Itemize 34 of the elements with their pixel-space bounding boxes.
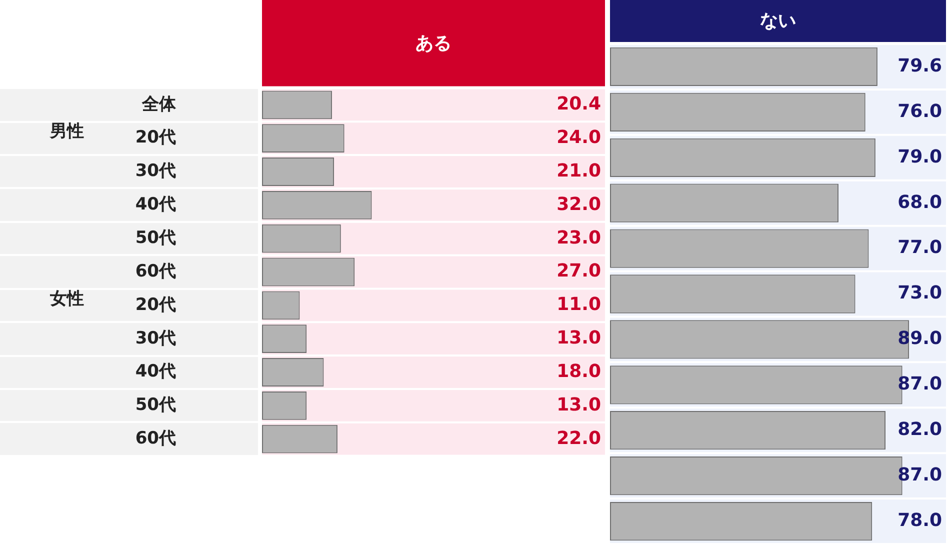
data-label: 13.0 [556, 394, 601, 416]
y-tick-label: 40代 [135, 194, 176, 215]
data-label: 78.0 [898, 510, 942, 531]
data-label: 11.0 [556, 294, 601, 316]
data-label: 79.6 [898, 55, 942, 76]
data-label: 13.0 [556, 328, 601, 349]
data-label: 18.0 [556, 360, 601, 382]
y-tick-label: 30代 [135, 328, 176, 348]
y-tick-label: 60代 [135, 261, 176, 282]
chart-title: ない [760, 10, 796, 32]
data-label: 79.0 [898, 146, 942, 168]
data-label: 82.0 [898, 419, 942, 440]
data-label: 77.0 [898, 237, 942, 258]
y-tick-label: 全体 [141, 94, 177, 114]
text: 男性 [49, 122, 84, 142]
y-tick-label: 40代 [135, 362, 176, 382]
data-label: 32.0 [556, 194, 601, 215]
data-label: 68.0 [898, 192, 942, 213]
y-tick-label: 30代 [135, 161, 176, 182]
data-label: 22.0 [556, 428, 601, 449]
data-label: 73.0 [898, 282, 942, 304]
y-tick-label: 50代 [135, 228, 176, 248]
data-label: 24.0 [556, 127, 601, 148]
chart-title: ある [416, 32, 452, 54]
y-tick-label: 20代 [135, 128, 176, 148]
data-label: 20.4 [556, 94, 601, 115]
y-tick-label: 20代 [135, 294, 176, 315]
data-label: 76.0 [898, 100, 942, 122]
data-label: 27.0 [556, 260, 601, 282]
text: 女性 [49, 288, 84, 309]
y-tick-label: 60代 [135, 428, 176, 449]
data-label: 21.0 [556, 160, 601, 182]
y-tick-label: 50代 [135, 395, 176, 416]
data-label: 23.0 [556, 227, 601, 248]
